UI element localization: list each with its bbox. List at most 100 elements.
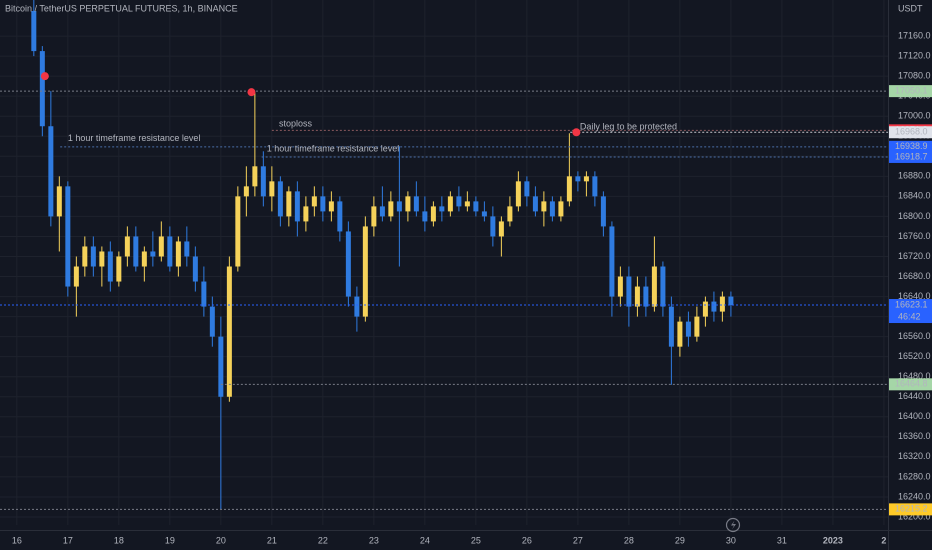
candle-body — [218, 336, 224, 397]
candle-body — [167, 236, 173, 267]
plot-layer — [0, 0, 888, 525]
annotation: stoploss — [279, 119, 313, 129]
price-label-box — [889, 503, 932, 516]
y-tick-label: 16320.0 — [898, 451, 931, 461]
countdown-label: 46:42 — [898, 311, 921, 321]
candle-body — [677, 321, 683, 347]
candles — [31, 0, 734, 510]
candle-body — [226, 266, 232, 397]
candle-body — [566, 176, 572, 202]
y-tick-label: 17080.0 — [898, 71, 931, 81]
candle-body — [473, 201, 479, 212]
candle-body — [617, 276, 623, 297]
x-tick-label: 25 — [471, 535, 481, 545]
candle-body — [303, 206, 309, 222]
annotation: Daily leg to be protected — [580, 122, 677, 132]
candle-body — [73, 266, 79, 287]
x-tick-label: 16 — [12, 535, 22, 545]
x-tick-label: 27 — [573, 535, 583, 545]
x-tick-label: 21 — [267, 535, 277, 545]
candle-body — [507, 206, 513, 222]
price-label-box — [889, 126, 932, 139]
candle-body — [209, 306, 215, 337]
candle-body — [175, 241, 181, 267]
x-tick-label: 23 — [369, 535, 379, 545]
y-axis-label: USDT — [898, 3, 923, 13]
price-label: 16464.8 — [895, 379, 928, 389]
candle-body — [439, 206, 445, 212]
price-label: 16623.1 — [895, 299, 928, 309]
y-tick-label: 16200.0 — [898, 511, 931, 521]
y-tick-label: 16720.0 — [898, 251, 931, 261]
candle-body — [634, 286, 640, 307]
x-tick-label: 28 — [624, 535, 634, 545]
y-tick-label: 16520.0 — [898, 351, 931, 361]
candle-body — [515, 181, 521, 207]
candle-body — [464, 201, 470, 207]
price-label: 16215.2 — [895, 504, 928, 514]
x-tick-label: 30 — [726, 535, 736, 545]
price-label-box — [889, 140, 932, 153]
y-tick-label: 16760.0 — [898, 231, 931, 241]
candle-body — [345, 231, 351, 297]
price-label-box — [889, 378, 932, 391]
y-tick-label: 16360.0 — [898, 431, 931, 441]
candle-body — [252, 166, 258, 187]
candle-body — [90, 246, 96, 267]
candle-body — [668, 306, 674, 347]
y-tick-label: 16800.0 — [898, 211, 931, 221]
candle-body — [354, 296, 360, 317]
price-label: 16938.9 — [895, 141, 928, 151]
y-tick-label: 17160.0 — [898, 30, 931, 40]
candle-body — [56, 186, 62, 217]
x-tick-label: 31 — [777, 535, 787, 545]
candle-body — [405, 196, 411, 212]
replay-icon[interactable] — [725, 517, 741, 533]
y-tick-label: 16680.0 — [898, 271, 931, 281]
candle-body — [711, 301, 717, 312]
candle-body — [728, 296, 734, 306]
candle-body — [660, 266, 666, 307]
x-tick-label: 19 — [165, 535, 175, 545]
x-tick-label: 26 — [522, 535, 532, 545]
y-tick-label: 16280.0 — [898, 471, 931, 481]
candle-body — [124, 236, 130, 257]
candle-body — [643, 286, 649, 307]
y-tick-label: 17120.0 — [898, 50, 931, 60]
x-tick-label: 24 — [420, 535, 430, 545]
candle-body — [498, 221, 504, 237]
candle-body — [362, 226, 368, 317]
candle-body — [337, 201, 343, 232]
candle-body — [371, 206, 377, 227]
candle-body — [192, 256, 198, 282]
candle-body — [422, 211, 428, 222]
x-tick-label: 18 — [114, 535, 124, 545]
candle-body — [286, 191, 292, 217]
candle-body — [388, 201, 394, 217]
price-label-box — [889, 150, 932, 163]
candle-body — [430, 206, 436, 222]
candle-body — [549, 201, 555, 217]
candle-body — [82, 246, 88, 267]
y-tick-label: 16640.0 — [898, 291, 931, 301]
candle-body — [532, 196, 538, 212]
y-tick-label: 16440.0 — [898, 391, 931, 401]
y-tick-label: 17000.0 — [898, 111, 931, 121]
candle-body — [158, 236, 164, 257]
candle-body — [235, 196, 241, 267]
candle-body — [490, 216, 496, 237]
candle-body — [600, 196, 606, 227]
candle-body — [133, 236, 139, 267]
candle-body — [31, 11, 37, 52]
price-label: 16968.0 — [895, 127, 928, 137]
y-tick-label: 16560.0 — [898, 331, 931, 341]
candle-body — [201, 281, 207, 307]
candle-body — [65, 186, 71, 287]
icon-bolt[interactable] — [731, 520, 736, 530]
candle-body — [311, 196, 317, 207]
icon-circle[interactable] — [725, 517, 741, 533]
chart-title: Bitcoin / TetherUS PERPETUAL FUTURES, 1h… — [5, 3, 238, 13]
candle-body — [558, 201, 564, 217]
